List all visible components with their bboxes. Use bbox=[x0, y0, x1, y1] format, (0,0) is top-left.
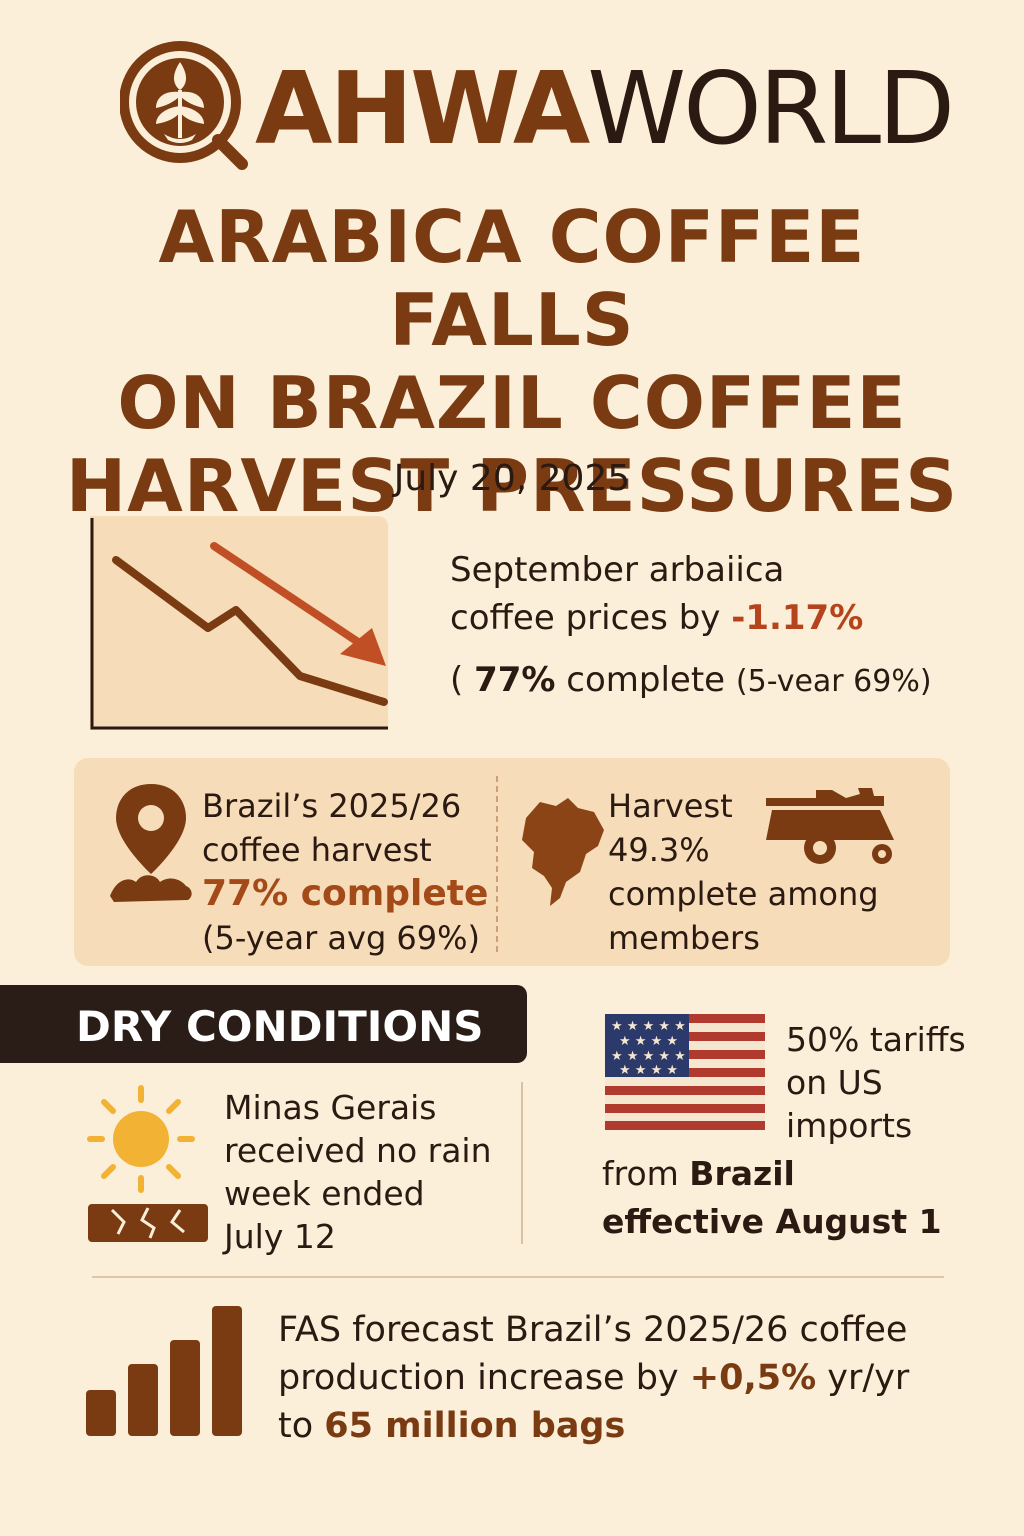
fas-line2-suffix: yr/yr bbox=[816, 1358, 910, 1398]
svg-text:★ ★ ★ ★: ★ ★ ★ ★ bbox=[619, 1063, 678, 1078]
bar-chart-icon bbox=[86, 1306, 242, 1436]
tariff-line4-prefix: from bbox=[602, 1154, 690, 1193]
price-line3: ( 77% complete (5-vear 69%) bbox=[450, 656, 990, 706]
members-line2: 49.3% bbox=[608, 831, 710, 869]
brazil-map-icon bbox=[522, 798, 604, 906]
headline-line2: ON BRAZIL COFFEE bbox=[117, 361, 907, 445]
brazil-line2: coffee harvest bbox=[202, 831, 432, 869]
brazil-harvest-text: Brazil’s 2025/26 coffee harvest 77% comp… bbox=[202, 784, 492, 960]
dry-conditions-title: DRY CONDITIONS bbox=[76, 1002, 484, 1051]
publish-date: July 20, 2025 bbox=[393, 458, 631, 499]
members-harvest-text: Harvest 49.3% complete among members bbox=[608, 784, 938, 960]
tariff-line2: on US bbox=[786, 1063, 883, 1102]
headline-line3: HARVEST PRESSURES bbox=[65, 444, 959, 528]
map-pin-icon bbox=[110, 784, 192, 902]
headline-line1: ARABICA COFFEE FALLS bbox=[158, 195, 866, 362]
brand-name-part2: WORLD bbox=[587, 50, 955, 167]
rain-line1: Minas Gerais bbox=[224, 1088, 437, 1127]
price-line1: September arbaiica bbox=[450, 550, 785, 590]
brazil-harvest-pct: 77% complete bbox=[202, 873, 489, 914]
harvest-panel bbox=[74, 758, 950, 966]
bottom-divider bbox=[92, 1276, 944, 1278]
svg-text:★ ★ ★ ★: ★ ★ ★ ★ bbox=[619, 1034, 678, 1049]
price-line2-prefix: coffee prices by bbox=[450, 598, 732, 638]
us-flag-icon: ★ ★ ★ ★ ★ ★ ★ ★ ★ ★ ★ ★ ★ ★ ★ ★ ★ ★ bbox=[605, 1014, 765, 1130]
dry-conditions-banner bbox=[0, 985, 527, 1063]
fas-line3: to 65 million bags bbox=[278, 1402, 998, 1450]
members-line3: complete among bbox=[608, 875, 879, 913]
brand-wordmark: AHWAWORLD bbox=[255, 54, 955, 164]
fas-amount: 65 million bags bbox=[324, 1406, 626, 1446]
tariff-text-continued: from Brazil effective August 1 bbox=[602, 1150, 1012, 1246]
dry-divider bbox=[521, 1082, 523, 1244]
tariff-line1: 50% tariffs bbox=[786, 1020, 966, 1059]
members-line1: Harvest bbox=[608, 787, 733, 825]
members-line4: members bbox=[608, 919, 760, 957]
brand-logo: AHWAWORLD bbox=[120, 40, 955, 180]
brazil-line1: Brazil’s 2025/26 bbox=[202, 787, 462, 825]
fas-line1: FAS forecast Brazil’s 2025/26 coffee bbox=[278, 1310, 908, 1350]
price-line3-pct: 77% bbox=[474, 660, 556, 700]
tariff-line4: from Brazil bbox=[602, 1150, 1012, 1198]
tariff-line4-bold: Brazil bbox=[689, 1154, 795, 1193]
harvester-truck-icon bbox=[766, 788, 894, 864]
harvest-divider bbox=[496, 776, 498, 952]
brand-name-part1: AHWA bbox=[255, 50, 590, 167]
price-line3-small: (5-vear 69%) bbox=[735, 664, 932, 699]
tariff-line5: effective August 1 bbox=[602, 1202, 942, 1241]
cracked-earth-icon bbox=[88, 1204, 208, 1242]
headline: ARABICA COFFEE FALLS ON BRAZIL COFFEE HA… bbox=[40, 196, 984, 528]
price-change: -1.17% bbox=[731, 598, 864, 638]
tariff-line3: imports bbox=[786, 1106, 913, 1145]
price-line2: coffee prices by -1.17% bbox=[450, 594, 990, 642]
svg-text:★ ★ ★ ★ ★: ★ ★ ★ ★ ★ bbox=[611, 1019, 686, 1034]
brazil-harvest-avg: (5-year avg 69%) bbox=[202, 919, 481, 957]
fas-line2: production increase by +0,5% yr/yr bbox=[278, 1354, 998, 1402]
latte-cup-logo-icon bbox=[120, 41, 248, 170]
svg-text:★ ★ ★ ★ ★: ★ ★ ★ ★ ★ bbox=[611, 1049, 686, 1064]
fas-change: +0,5% bbox=[689, 1358, 817, 1398]
fas-line2-prefix: production increase by bbox=[278, 1358, 690, 1398]
price-line3-open: ( bbox=[450, 660, 475, 700]
fas-forecast-text: FAS forecast Brazil’s 2025/26 coffee pro… bbox=[278, 1306, 998, 1450]
rain-line2: received no rain bbox=[224, 1131, 492, 1170]
price-line3-mid: complete bbox=[555, 660, 736, 700]
tariff-text: 50% tariffs on US imports bbox=[786, 1018, 1016, 1147]
price-chart-panel bbox=[90, 516, 388, 730]
rain-text: Minas Gerais received no rain week ended… bbox=[224, 1086, 514, 1258]
rain-line3: week ended bbox=[224, 1174, 425, 1213]
price-summary: September arbaiica coffee prices by -1.1… bbox=[450, 546, 990, 706]
fas-line3-prefix: to bbox=[278, 1406, 325, 1446]
rain-line4: July 12 bbox=[224, 1217, 336, 1256]
down-trend-chart-icon bbox=[90, 518, 388, 730]
sun-icon bbox=[87, 1085, 195, 1193]
